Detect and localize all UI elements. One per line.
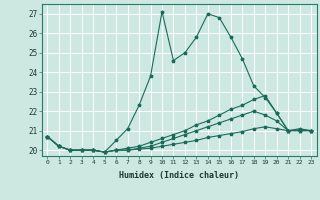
X-axis label: Humidex (Indice chaleur): Humidex (Indice chaleur) (119, 171, 239, 180)
